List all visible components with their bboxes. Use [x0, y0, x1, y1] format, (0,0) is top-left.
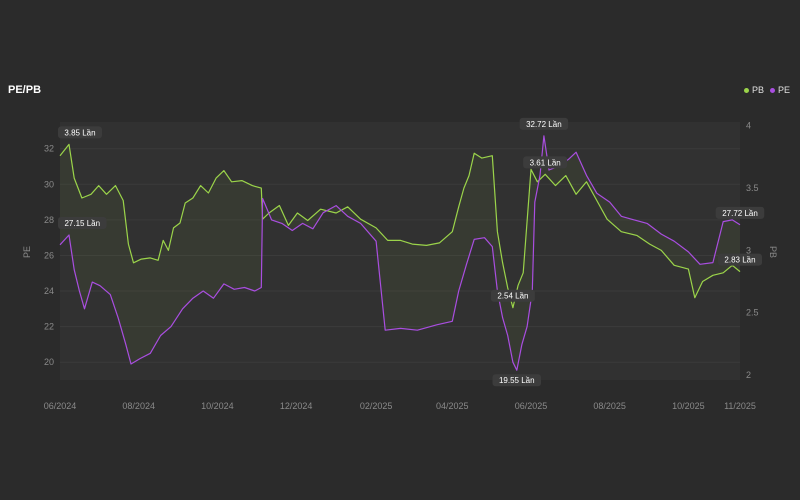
y-left-tick-1: 22 [44, 322, 54, 332]
series-line-pb [59, 143, 741, 309]
callout-box-0 [58, 126, 102, 139]
callout-box-5 [492, 374, 542, 387]
chart-title: PE/PB [8, 84, 42, 96]
callout-box-4 [490, 289, 535, 302]
callout-label-6: 27.72 Lần [722, 209, 758, 218]
x-tick-2: 10/2024 [201, 401, 234, 411]
x-tick-9: 11/2025 [724, 401, 756, 411]
x-tick-5: 04/2025 [436, 401, 469, 411]
callout-box-7 [718, 253, 762, 266]
y-right-tick-2: 3 [746, 245, 751, 255]
callout-box-3 [523, 156, 568, 169]
legend-label-pe: PE [777, 85, 790, 95]
y-left-label: PE [22, 246, 32, 258]
x-tick-0: 06/2024 [44, 401, 77, 411]
callout-box-2 [519, 117, 569, 130]
x-tick-8: 10/2025 [672, 401, 705, 411]
y-left-tick-4: 28 [44, 215, 54, 225]
y-left-tick-6: 32 [44, 144, 54, 154]
legend-dot-pb [743, 87, 749, 93]
y-left-tick-0: 20 [44, 357, 54, 367]
x-tick-6: 06/2025 [515, 401, 548, 411]
y-left-tick-5: 30 [44, 179, 54, 189]
y-right-tick-3: 3.5 [746, 183, 759, 193]
legend[interactable]: PB PE [743, 85, 790, 95]
legend-item-pb[interactable]: PB [743, 85, 764, 95]
x-tick-4: 02/2025 [360, 401, 393, 411]
callout-label-1: 27.15 Lần [64, 219, 100, 228]
legend-dot-pe [769, 87, 775, 93]
callout-label-2: 32.72 Lần [526, 120, 562, 129]
legend-item-pe[interactable]: PE [769, 85, 790, 95]
x-tick-3: 12/2024 [280, 401, 313, 411]
y-left-tick-3: 26 [44, 250, 54, 260]
callout-box-1 [58, 216, 107, 229]
y-left-tick-2: 24 [44, 286, 54, 296]
callout-label-3: 3.61 Lần [530, 158, 561, 167]
legend-label-pb: PB [751, 85, 764, 95]
callout-label-5: 19.55 Lần [499, 376, 535, 385]
y-right-tick-0: 2 [746, 370, 751, 380]
x-tick-7: 08/2025 [593, 401, 626, 411]
plot-area [60, 122, 740, 380]
callout-label-7: 2.83 Lần [724, 256, 755, 265]
y-right-tick-4: 4 [746, 121, 751, 131]
callout-label-0: 3.85 Lần [64, 128, 95, 137]
y-right-tick-1: 2.5 [746, 308, 759, 318]
callout-box-6 [715, 206, 765, 219]
series-band [60, 135, 740, 371]
callout-label-4: 2.54 Lần [497, 292, 528, 301]
y-right-label: PB [768, 246, 778, 258]
x-tick-1: 08/2024 [122, 401, 155, 411]
series-line-pe [59, 135, 741, 371]
